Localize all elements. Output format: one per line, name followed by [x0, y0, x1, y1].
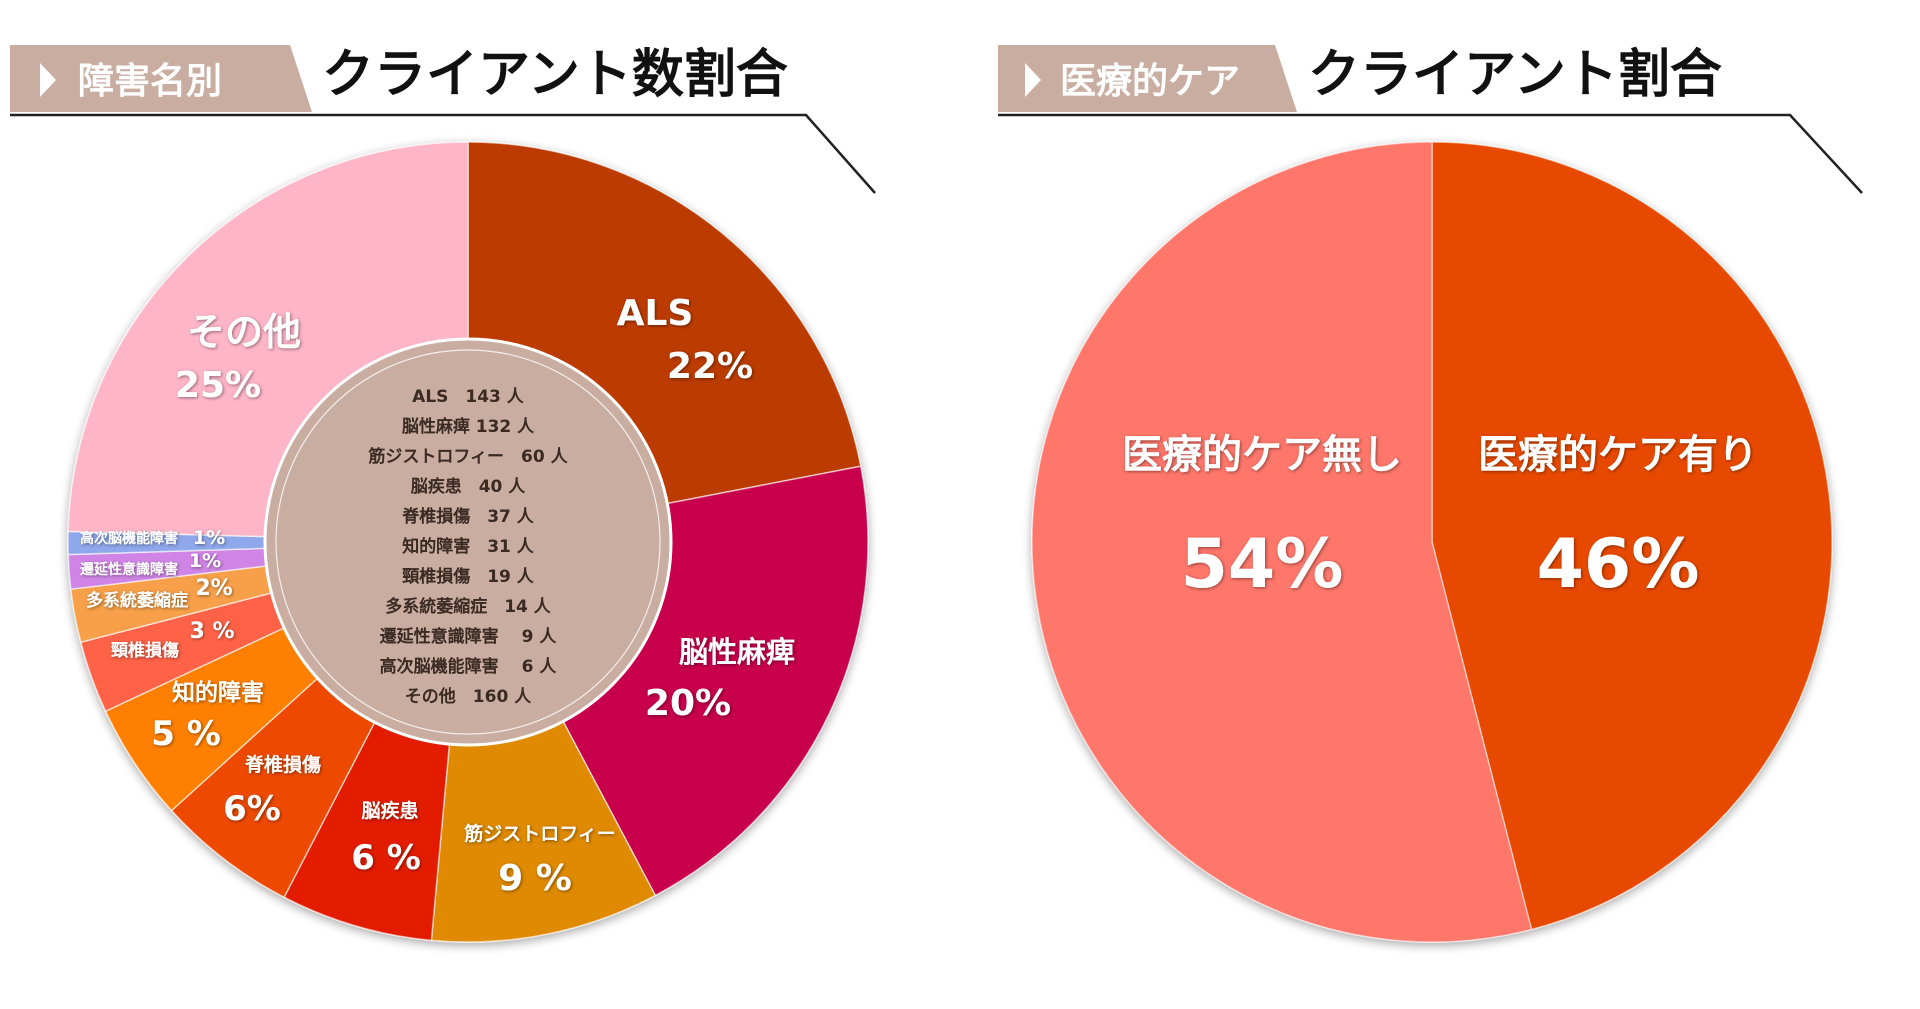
center-list-item: 筋ジストロフィー 60 人	[367, 446, 568, 467]
right-header-title: クライアント割合	[1308, 45, 1722, 105]
pie-slice-percent-label: 54%	[1181, 525, 1344, 604]
center-ring	[275, 349, 661, 735]
donut-slice-name-label: 脳性麻痺	[679, 635, 795, 669]
center-list-item: 脳疾患 40 人	[411, 476, 527, 497]
center-list-item: 多系統萎縮症 14 人	[385, 596, 552, 617]
donut-slice-name-label: 多系統萎縮症	[86, 590, 188, 611]
donut-slice-percent-label: 25%	[175, 365, 261, 406]
donut-slice-name-label: 筋ジストロフィー	[464, 822, 616, 845]
left-header-rule	[10, 113, 876, 194]
right-header-rule	[998, 113, 1863, 194]
donut-slice-name-label: その他	[187, 310, 301, 354]
donut-slice-name-label: 知的障害	[172, 679, 264, 706]
pie-slice-percent-label: 46%	[1537, 525, 1700, 604]
donut-slice-name-label: 高次脳機能障害	[80, 530, 178, 547]
pie-slice-医療的ケア有り	[1431, 141, 1833, 931]
center-list-item: その他 160 人	[405, 686, 532, 707]
left-header-tag-bg	[10, 45, 312, 112]
donut-slice-percent-label: 6%	[223, 789, 281, 829]
pie-slice-name-label: 医療的ケア無し	[1122, 432, 1402, 478]
left-header-title: クライアント数割合	[322, 45, 788, 105]
donut-slice-percent-label: 1%	[189, 550, 221, 572]
donut-slice-name-label: ALS	[617, 293, 694, 334]
pie-slice-医療的ケア無し	[1031, 141, 1533, 943]
right-header: 医療的ケア クライアント割合	[998, 45, 1863, 194]
center-list-item: 知的障害 31 人	[401, 536, 535, 557]
donut-slice-percent-label: 2%	[195, 576, 232, 601]
donut-slice-name-label: 脊椎損傷	[244, 753, 321, 776]
center-list-item: 高次脳機能障害 6 人	[380, 656, 558, 677]
center-list-item: 遷延性意識障害 9 人	[380, 626, 558, 647]
medical-care-pie-chart: 医療的ケア有り 46% 医療的ケア無し 54%	[1031, 141, 1833, 943]
center-disc	[263, 337, 673, 747]
center-list-item: ALS 143 人	[412, 387, 525, 407]
center-list-item: 頸椎損傷 19 人	[402, 566, 535, 587]
donut-slice-name-label: 頸椎損傷	[111, 640, 179, 661]
left-header: 障害名別 クライアント数割合	[10, 45, 876, 194]
donut-slice-percent-label: 3 %	[189, 619, 234, 644]
left-header-tag: 障害名別	[78, 61, 222, 102]
donut-slice-percent-label: 6 %	[351, 838, 421, 878]
pie-slice-name-label: 医療的ケア有り	[1478, 432, 1758, 478]
donut-slice-name-label: 脳疾患	[360, 799, 418, 822]
donut-slice-percent-label: 20%	[645, 683, 731, 724]
center-list-item: 脳性麻痺 132 人	[402, 416, 535, 437]
donut-slice-name-label: 遷延性意識障害	[80, 561, 178, 578]
right-header-tag-bg	[998, 45, 1297, 112]
donut-slice-percent-label: 9 %	[498, 858, 572, 899]
play-icon	[40, 63, 56, 97]
play-icon	[1025, 63, 1041, 97]
donut-slice-percent-label: 1%	[193, 527, 225, 549]
right-header-tag: 医療的ケア	[1060, 61, 1240, 102]
donut-slice-percent-label: 5 %	[151, 714, 221, 754]
center-list-item: 脊椎損傷 37 人	[401, 506, 535, 527]
donut-slice-percent-label: 22%	[667, 346, 753, 387]
